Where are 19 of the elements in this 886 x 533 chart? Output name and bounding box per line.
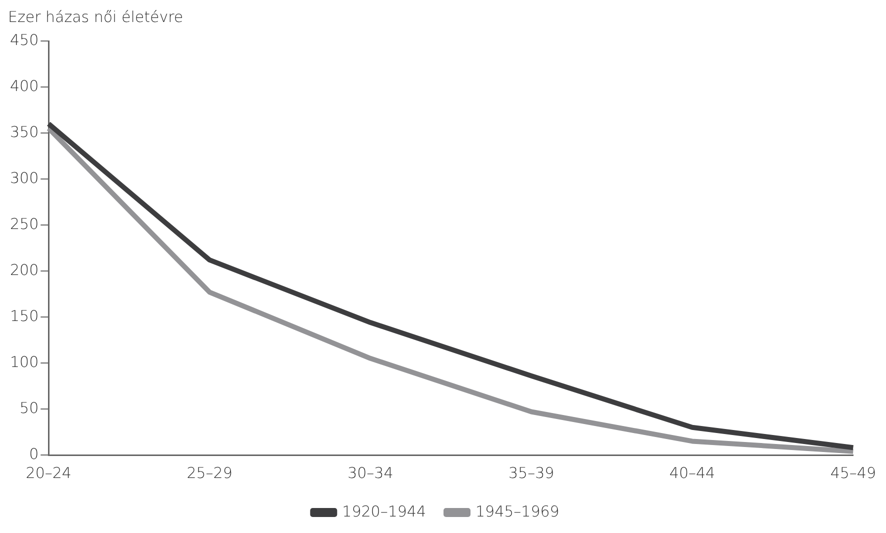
y-tick-label: 150 (10, 306, 39, 325)
x-tick-label: 30–34 (348, 464, 394, 482)
y-axis-title: Ezer házas női életévre (8, 8, 184, 28)
y-tick-label: 450 (10, 30, 39, 49)
x-tick-label: 20–24 (26, 464, 72, 482)
y-tick-label: 0 (29, 444, 39, 463)
y-tick-label: 300 (10, 168, 39, 187)
y-tick-label: 250 (10, 214, 39, 233)
x-tick-label: 25–29 (186, 464, 232, 482)
y-tick-label: 50 (20, 398, 39, 417)
x-tick-label: 40–44 (669, 464, 716, 482)
y-tick-label: 100 (10, 352, 39, 371)
y-tick-label: 400 (10, 76, 39, 95)
legend-label: 1920–1944 (342, 502, 426, 520)
y-tick-label: 200 (10, 260, 39, 279)
x-tick-label: 35–39 (508, 464, 554, 482)
x-tick-label: 45–49 (830, 464, 876, 482)
legend-label: 1945–1969 (476, 502, 560, 520)
y-tick-label: 350 (10, 122, 39, 141)
